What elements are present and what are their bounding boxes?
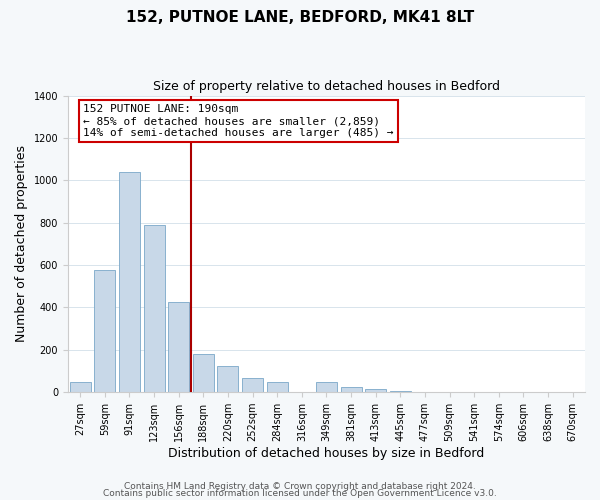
Bar	[70, 382, 91, 392]
Bar	[217, 366, 238, 392]
Text: Contains public sector information licensed under the Open Government Licence v3: Contains public sector information licen…	[103, 489, 497, 498]
Bar	[267, 382, 287, 392]
Text: 152, PUTNOE LANE, BEDFORD, MK41 8LT: 152, PUTNOE LANE, BEDFORD, MK41 8LT	[126, 10, 474, 25]
Bar	[94, 270, 115, 392]
Bar	[143, 225, 164, 392]
Bar	[242, 378, 263, 392]
Bar	[119, 172, 140, 392]
Bar	[390, 391, 411, 392]
Bar	[168, 302, 189, 392]
Text: 152 PUTNOE LANE: 190sqm
← 85% of detached houses are smaller (2,859)
14% of semi: 152 PUTNOE LANE: 190sqm ← 85% of detache…	[83, 104, 394, 138]
Bar	[193, 354, 214, 392]
Title: Size of property relative to detached houses in Bedford: Size of property relative to detached ho…	[153, 80, 500, 93]
Y-axis label: Number of detached properties: Number of detached properties	[15, 146, 28, 342]
Text: Contains HM Land Registry data © Crown copyright and database right 2024.: Contains HM Land Registry data © Crown c…	[124, 482, 476, 491]
Bar	[341, 387, 362, 392]
Bar	[365, 389, 386, 392]
X-axis label: Distribution of detached houses by size in Bedford: Distribution of detached houses by size …	[169, 447, 485, 460]
Bar	[316, 382, 337, 392]
